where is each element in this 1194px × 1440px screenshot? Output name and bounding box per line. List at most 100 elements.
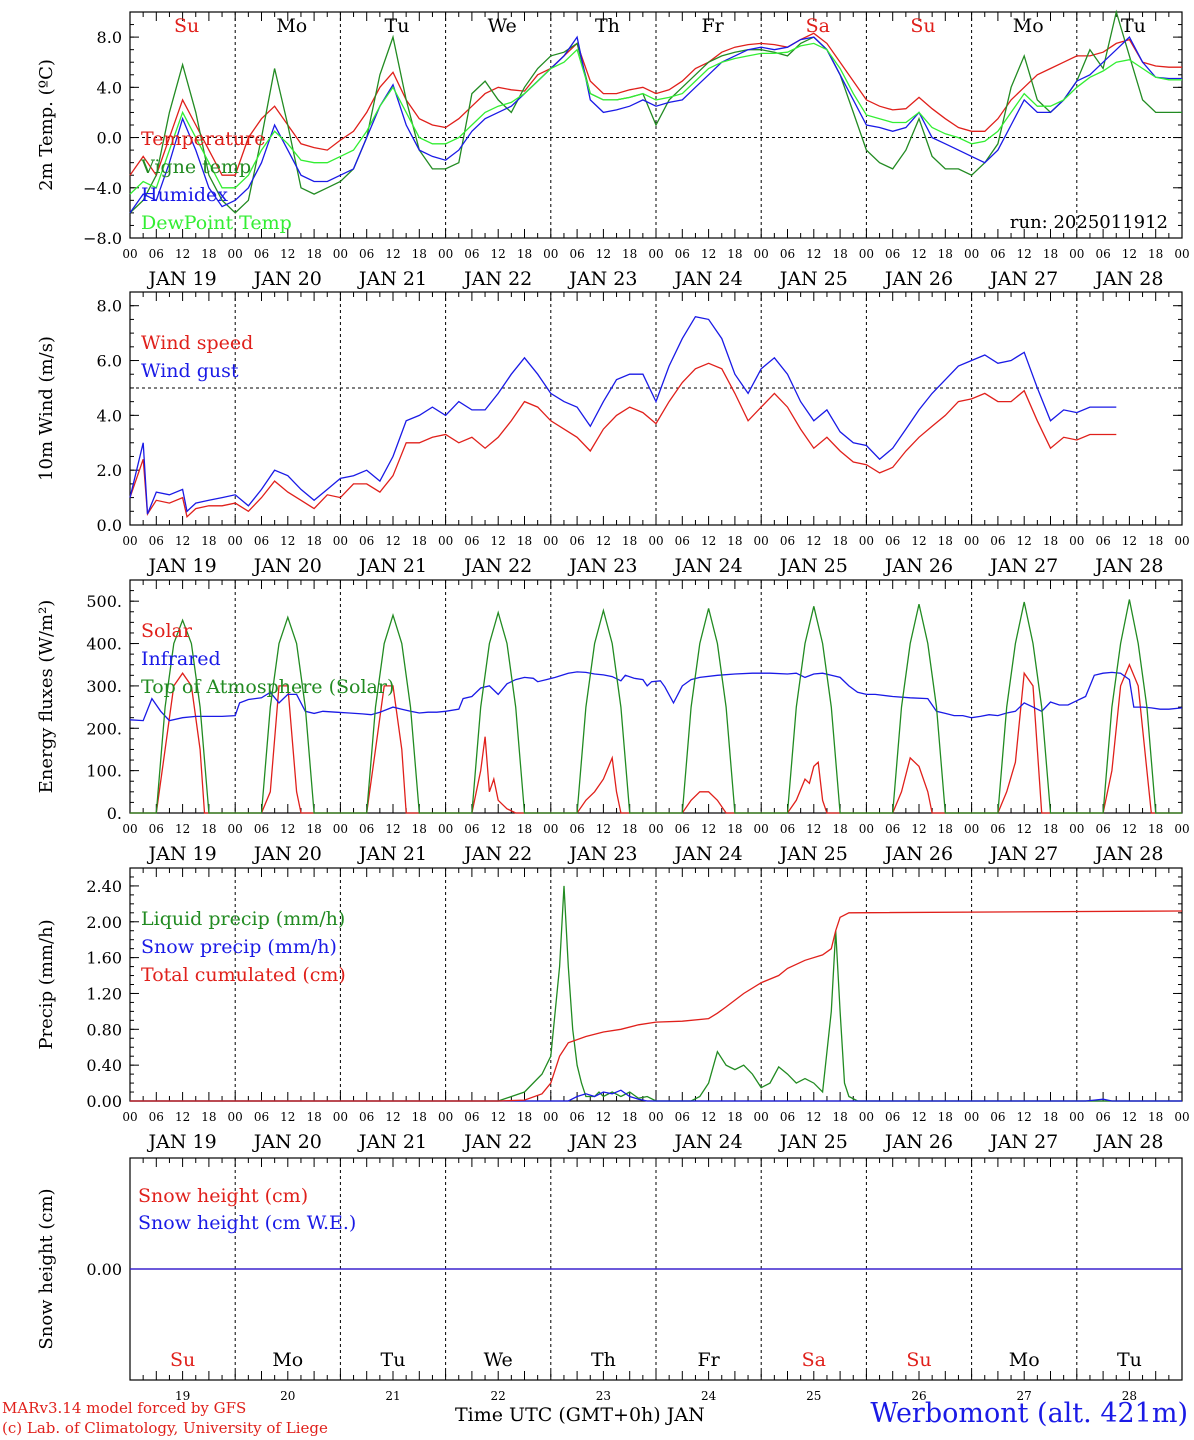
hour-tick-label: 18	[1148, 1110, 1163, 1124]
legend-entry: Liquid precip (mm/h)	[141, 908, 345, 930]
hour-tick-label: 12	[911, 1110, 926, 1124]
hour-tick-label: 18	[517, 247, 532, 261]
hour-tick-label: 18	[1043, 822, 1058, 836]
day-label: JAN 21	[357, 555, 427, 577]
weekday-bottom: Su	[170, 1349, 195, 1371]
hour-tick-label: 18	[622, 822, 637, 836]
y-tick-label: 8.0	[97, 297, 122, 316]
hour-tick-label: 00	[754, 247, 769, 261]
weekday-top: Th	[595, 15, 620, 37]
day-label: JAN 27	[988, 268, 1058, 290]
hour-tick-label: 18	[201, 247, 216, 261]
hour-tick-label: 00	[228, 1110, 243, 1124]
hour-tick-label: 18	[938, 1110, 953, 1124]
hour-tick-label: 12	[491, 247, 506, 261]
hour-tick-label: 00	[228, 534, 243, 548]
hour-tick-label: 00	[964, 247, 979, 261]
y-tick-label: −8.0	[83, 229, 122, 248]
y-tick-label: 500.	[86, 592, 122, 611]
x-axis-title: Time UTC (GMT+0h) JAN	[455, 1404, 705, 1426]
hour-tick-label: 06	[359, 822, 374, 836]
hour-tick-label: 06	[464, 1110, 479, 1124]
hour-tick-label: 00	[754, 534, 769, 548]
hour-tick-label: 12	[806, 822, 821, 836]
hour-tick-label: 00	[1069, 1110, 1084, 1124]
day-number: 24	[701, 1389, 717, 1403]
hour-tick-label: 06	[885, 247, 900, 261]
hour-tick-label: 06	[885, 822, 900, 836]
hour-tick-label: 12	[280, 822, 295, 836]
day-label: JAN 19	[147, 268, 217, 290]
hour-tick-label: 06	[569, 822, 584, 836]
credit-model: MARv3.14 model forced by GFS	[2, 1399, 247, 1417]
legend-entry: Wind speed	[141, 332, 253, 354]
hour-tick-label: 12	[1122, 1110, 1137, 1124]
hour-tick-label: 06	[675, 534, 690, 548]
day-label: JAN 22	[462, 1131, 532, 1153]
hour-tick-label: 18	[832, 822, 847, 836]
legend-entry: Snow precip (mm/h)	[141, 936, 337, 958]
weekday-top: Su	[910, 15, 935, 37]
weekday-bottom: Mo	[1009, 1349, 1040, 1371]
hour-tick-label: 00	[859, 1110, 874, 1124]
day-label: JAN 20	[252, 1131, 322, 1153]
hour-tick-label: 18	[832, 247, 847, 261]
day-number: 20	[280, 1389, 295, 1403]
hour-tick-label: 06	[675, 247, 690, 261]
hour-tick-label: 12	[280, 247, 295, 261]
y-tick-label: 2.00	[86, 913, 122, 932]
day-number: 27	[1017, 1389, 1032, 1403]
day-label: JAN 28	[1093, 268, 1163, 290]
hour-tick-label: 06	[1095, 534, 1110, 548]
hour-tick-label: 18	[832, 534, 847, 548]
hour-tick-label: 06	[149, 247, 164, 261]
hour-tick-label: 00	[648, 1110, 663, 1124]
day-number: 21	[385, 1389, 400, 1403]
weekday-bottom: Su	[906, 1349, 931, 1371]
day-label: JAN 19	[147, 555, 217, 577]
weekday-top: Sa	[806, 15, 830, 37]
y-tick-label: 6.0	[97, 352, 122, 371]
hour-tick-label: 06	[780, 1110, 795, 1124]
series-line-0-2	[129, 35, 1182, 214]
day-label: JAN 27	[988, 555, 1058, 577]
hour-tick-label: 00	[228, 822, 243, 836]
weekday-top: Tu	[385, 15, 410, 37]
hour-tick-label: 00	[1174, 822, 1189, 836]
hour-tick-label: 12	[911, 822, 926, 836]
day-label: JAN 28	[1093, 843, 1163, 865]
hour-tick-label: 06	[359, 247, 374, 261]
y-tick-label: 0.0	[97, 129, 122, 148]
hour-tick-label: 06	[359, 534, 374, 548]
weekday-bottom: Tu	[1117, 1349, 1142, 1371]
hour-tick-label: 12	[911, 534, 926, 548]
hour-tick-label: 00	[122, 1110, 137, 1124]
day-label: JAN 25	[778, 268, 848, 290]
hour-tick-label: 06	[149, 822, 164, 836]
hour-tick-label: 12	[175, 247, 190, 261]
hour-tick-label: 00	[543, 534, 558, 548]
hour-tick-label: 12	[596, 534, 611, 548]
hour-tick-label: 12	[491, 822, 506, 836]
hour-tick-label: 12	[806, 1110, 821, 1124]
hour-tick-label: 12	[491, 534, 506, 548]
y-tick-label: 100.	[86, 762, 122, 781]
hour-tick-label: 00	[333, 247, 348, 261]
weekday-top: Mo	[1013, 15, 1044, 37]
hour-tick-label: 18	[938, 247, 953, 261]
legend-entry: Snow height (cm W.E.)	[138, 1212, 356, 1234]
series-line-2-2	[130, 599, 1182, 814]
hour-tick-label: 06	[885, 534, 900, 548]
weekday-bottom: Sa	[802, 1349, 826, 1371]
day-number: 19	[175, 1389, 190, 1403]
day-label: JAN 20	[252, 555, 322, 577]
hour-tick-label: 06	[675, 1110, 690, 1124]
hour-tick-label: 12	[1122, 247, 1137, 261]
hour-tick-label: 12	[280, 1110, 295, 1124]
hour-tick-label: 18	[517, 1110, 532, 1124]
hour-tick-label: 12	[701, 1110, 716, 1124]
hour-tick-label: 18	[306, 1110, 321, 1124]
weekday-bottom: Tu	[381, 1349, 406, 1371]
y-tick-label: 0.	[107, 804, 122, 823]
